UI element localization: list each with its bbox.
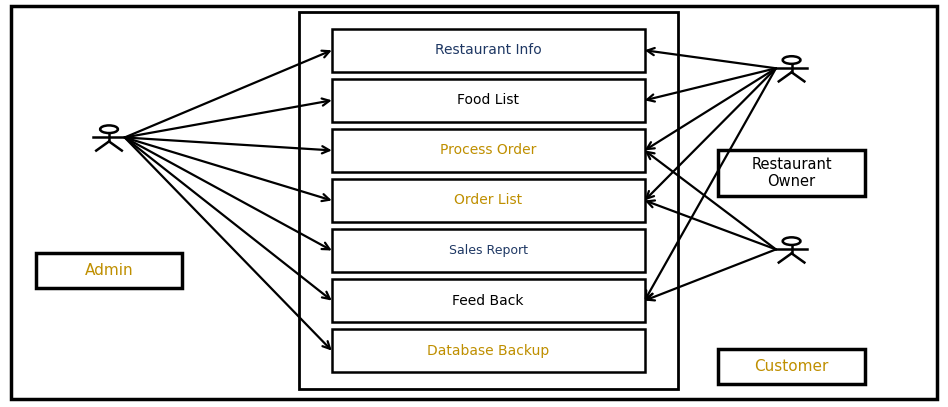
Text: Database Backup: Database Backup xyxy=(428,344,549,358)
Text: Restaurant Info: Restaurant Info xyxy=(435,43,541,57)
FancyBboxPatch shape xyxy=(332,29,645,72)
FancyBboxPatch shape xyxy=(11,6,937,399)
FancyBboxPatch shape xyxy=(299,12,678,389)
FancyBboxPatch shape xyxy=(36,253,182,288)
Text: Restaurant
Owner: Restaurant Owner xyxy=(751,157,832,189)
FancyBboxPatch shape xyxy=(332,79,645,122)
FancyBboxPatch shape xyxy=(332,229,645,272)
Text: Admin: Admin xyxy=(84,263,134,278)
FancyBboxPatch shape xyxy=(332,329,645,372)
FancyBboxPatch shape xyxy=(332,179,645,222)
FancyBboxPatch shape xyxy=(332,279,645,322)
Text: Feed Back: Feed Back xyxy=(452,293,524,308)
Text: Process Order: Process Order xyxy=(440,143,537,158)
FancyBboxPatch shape xyxy=(718,349,865,383)
Text: Food List: Food List xyxy=(457,93,520,107)
Text: Sales Report: Sales Report xyxy=(448,244,528,257)
FancyBboxPatch shape xyxy=(718,150,865,197)
Text: Customer: Customer xyxy=(755,359,829,374)
FancyBboxPatch shape xyxy=(332,129,645,172)
Text: Order List: Order List xyxy=(454,193,522,208)
